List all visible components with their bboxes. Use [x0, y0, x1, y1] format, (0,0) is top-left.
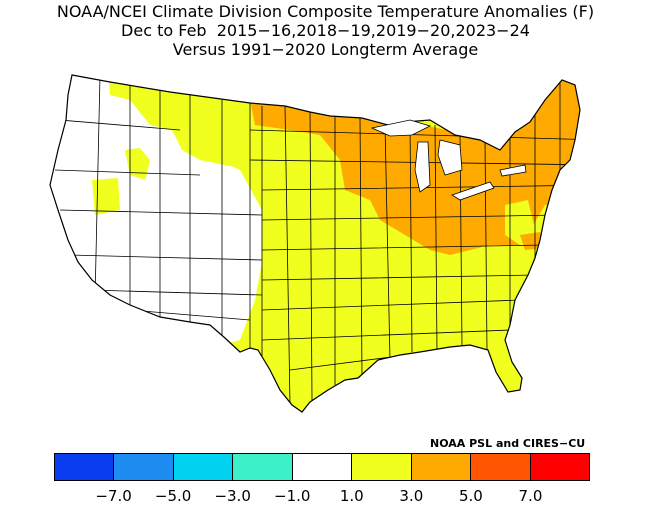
map-title: NOAA/NCEI Climate Division Composite Tem…	[0, 2, 651, 59]
color-scale-bar	[54, 453, 590, 481]
color-swatch-5	[352, 454, 412, 480]
color-scale-tick-label: 3.0	[399, 487, 424, 505]
color-swatch-7	[471, 454, 531, 480]
great-lakes	[370, 119, 527, 201]
color-swatch-3	[233, 454, 293, 480]
lake-huron	[437, 139, 463, 176]
color-scale-tick-label: 7.0	[518, 487, 543, 505]
color-scale-tick-label: 1.0	[339, 487, 364, 505]
region-nevada-yellow	[92, 178, 120, 215]
region-northern-rockies	[108, 75, 262, 210]
title-line-1: NOAA/NCEI Climate Division Composite Tem…	[56, 2, 595, 21]
color-scale-tick-label: −3.0	[214, 487, 251, 505]
color-scale-tick-label: −5.0	[154, 487, 192, 505]
region-idaho-yellow	[125, 148, 150, 180]
color-scale-labels: −7.0 −5.0 −3.0 −1.0 1.0 3.0 5.0 7.0	[0, 487, 651, 507]
title-line-2: Dec to Feb 2015−16,2018−19,2019−20,2023−…	[121, 21, 530, 40]
lake-ontario	[499, 164, 527, 177]
lake-superior	[370, 119, 432, 137]
color-swatch-4	[292, 454, 353, 480]
color-scale-tick-label: −7.0	[95, 487, 132, 505]
color-swatch-2	[173, 454, 234, 480]
lake-michigan	[414, 141, 431, 193]
color-swatch-6	[411, 454, 472, 480]
us-outline	[49, 74, 581, 413]
lake-erie	[451, 181, 495, 201]
region-mid-atlantic	[505, 200, 535, 245]
color-swatch-8	[530, 454, 589, 480]
color-scale-tick-label: −1.0	[274, 487, 311, 505]
credit-label: NOAA PSL and CIRES−CU	[430, 437, 586, 450]
division-boundaries	[54, 75, 580, 406]
title-line-3: Versus 1991−2020 Longterm Average	[172, 40, 479, 59]
color-swatch-1	[114, 454, 174, 480]
color-scale-tick-label: 5.0	[458, 487, 483, 505]
color-swatch-0	[55, 454, 115, 480]
